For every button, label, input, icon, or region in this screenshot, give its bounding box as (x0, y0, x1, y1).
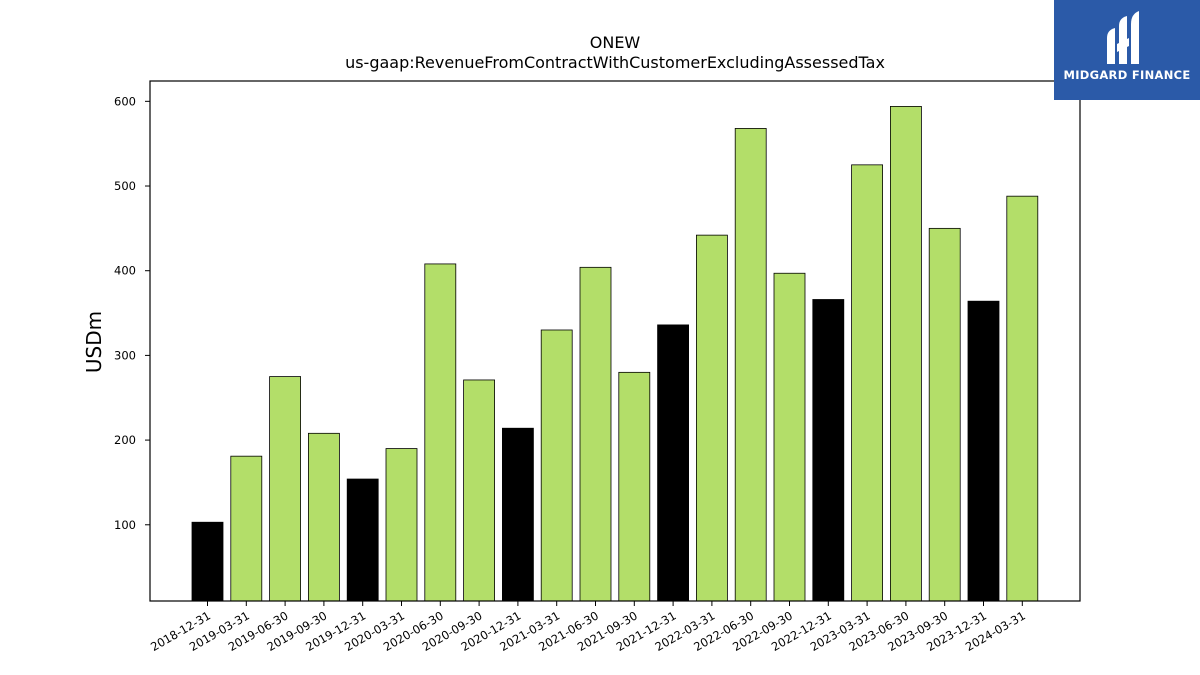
bar-2020-06-30 (424, 263, 457, 602)
bar-2022-03-31 (696, 234, 728, 602)
bar-2018-12-31 (191, 521, 224, 602)
chart-subtitle: us-gaap:RevenueFromContractWithCustomerE… (345, 53, 885, 72)
midgard-finance-logo: MIDGARD FINANCE (1054, 0, 1200, 100)
bar-2022-06-30 (734, 128, 767, 602)
bar-2023-03-31 (851, 164, 883, 602)
bar-2022-09-30 (773, 272, 806, 602)
bar-2021-12-31 (657, 324, 689, 602)
y-tick-label: 500 (114, 179, 136, 193)
bar-2023-09-30 (928, 227, 961, 602)
bar-2020-09-30 (463, 379, 496, 602)
bar-2021-03-31 (540, 329, 573, 602)
bar-2020-12-31 (501, 427, 534, 602)
y-axis-ticks: 100 200 300 400 500 600 (114, 94, 150, 532)
y-tick-label: 300 (114, 348, 136, 362)
y-tick-label: 400 (114, 264, 136, 278)
bar-2022-12-31 (812, 299, 845, 602)
plot-frame (149, 80, 1081, 602)
midgard-logo-icon (1107, 11, 1139, 64)
bar-2023-06-30 (890, 106, 922, 602)
y-tick-label: 200 (114, 433, 136, 447)
bar-2019-09-30 (307, 432, 340, 602)
bar-2023-12-31 (967, 300, 1000, 602)
y-tick-label: 100 (114, 518, 136, 532)
bar-2019-03-31 (230, 455, 263, 602)
bar-2020-03-31 (385, 448, 418, 602)
bar-2021-09-30 (618, 371, 651, 602)
bars-group (191, 106, 1039, 602)
x-axis-ticks: 2018-12-312019-03-312019-06-302019-09-30… (148, 601, 1028, 654)
y-axis-label: USDm (82, 311, 106, 373)
bar-2019-06-30 (269, 376, 302, 602)
logo-text: MIDGARD FINANCE (1063, 68, 1191, 82)
bar-2024-03-31 (1006, 195, 1039, 602)
bar-2021-06-30 (579, 266, 612, 602)
bar-2019-12-31 (346, 478, 379, 602)
y-tick-label: 600 (114, 94, 136, 108)
chart-title: ONEW (590, 33, 641, 52)
